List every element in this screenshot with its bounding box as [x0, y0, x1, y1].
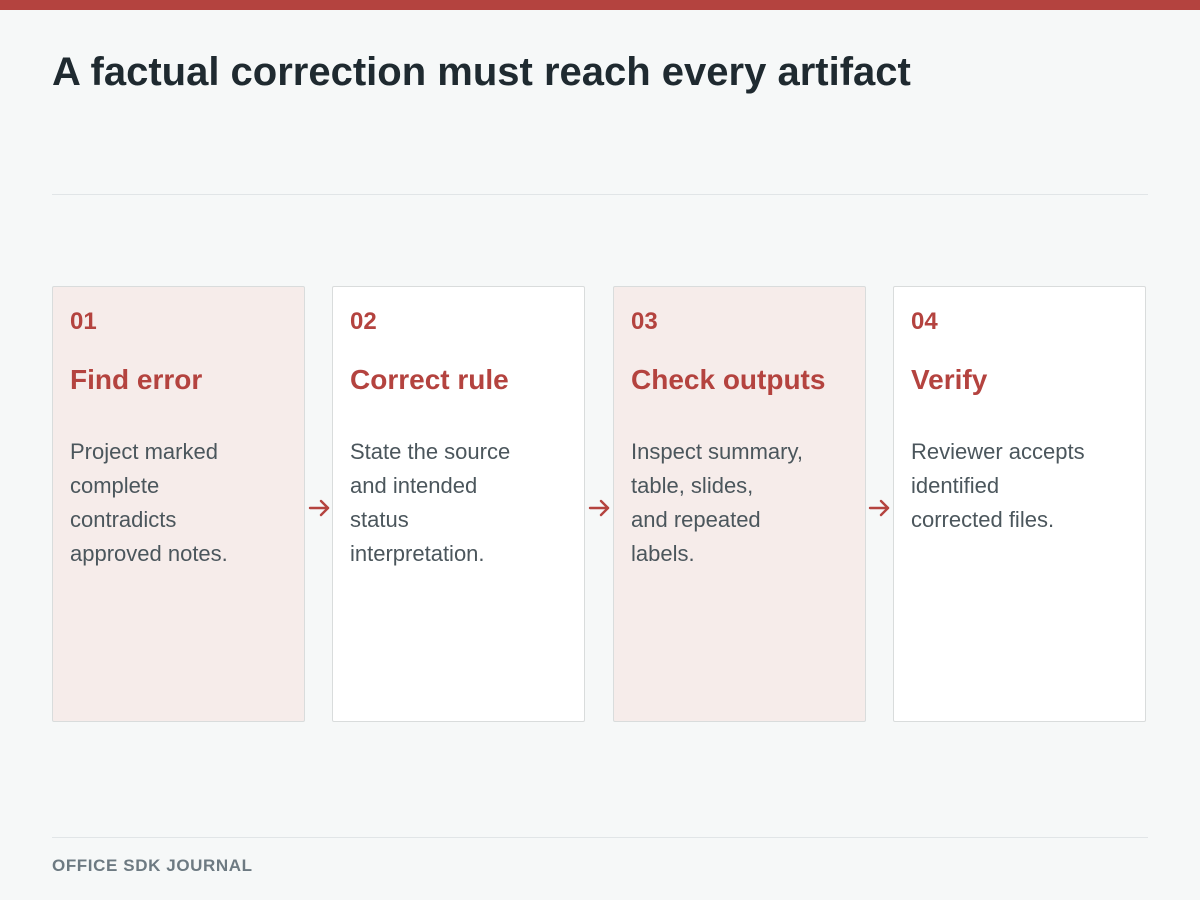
- step-card-find-error: 01 Find error Project marked complete co…: [52, 286, 305, 722]
- step-description: Reviewer accepts identified corrected fi…: [911, 439, 1085, 532]
- step-description: State the source and intended status int…: [350, 439, 511, 566]
- page-title: A factual correction must reach every ar…: [52, 50, 911, 94]
- step-card-check-outputs: 03 Check outputs Inspect summary, table,…: [613, 286, 866, 722]
- step-number: 04: [911, 308, 938, 335]
- step-title: Find error: [70, 364, 203, 395]
- arrow-right-icon: [308, 499, 330, 517]
- arrow-right-icon: [868, 499, 890, 517]
- step-description: Project marked complete contradicts appr…: [70, 439, 228, 566]
- step-number: 02: [350, 308, 377, 335]
- footer-divider: [52, 837, 1148, 838]
- header-divider: [52, 194, 1148, 195]
- step-card-verify: 04 Verify Reviewer accepts identified co…: [893, 286, 1146, 722]
- step-number: 01: [70, 308, 97, 335]
- step-card-correct-rule: 02 Correct rule State the source and int…: [332, 286, 585, 722]
- step-title: Check outputs: [631, 364, 826, 395]
- step-title: Verify: [911, 364, 988, 395]
- step-number: 03: [631, 308, 658, 335]
- footer-label: OFFICE SDK JOURNAL: [52, 856, 253, 875]
- accent-top-bar: [0, 0, 1200, 10]
- step-description: Inspect summary, table, slides, and repe…: [631, 439, 803, 566]
- arrow-right-icon: [588, 499, 610, 517]
- step-title: Correct rule: [350, 364, 509, 395]
